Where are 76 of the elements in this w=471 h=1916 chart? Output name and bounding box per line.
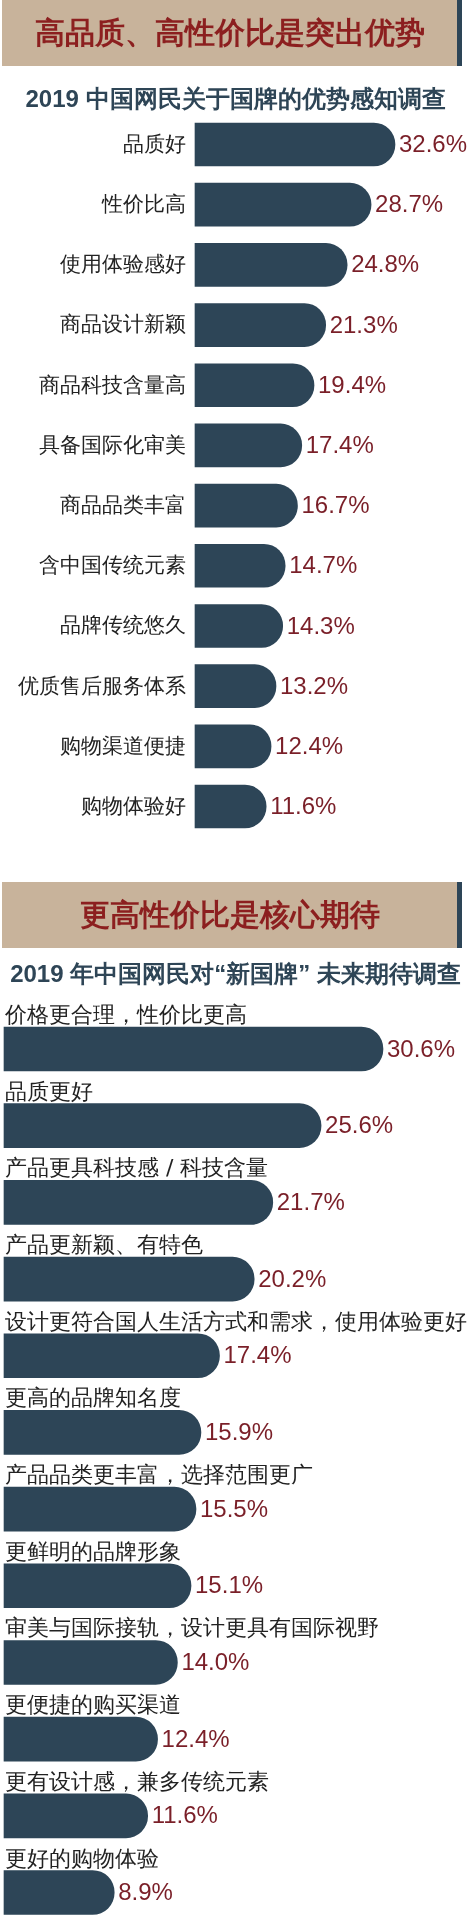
bar	[3, 1103, 322, 1149]
bar	[3, 1410, 202, 1455]
y-tick-label: 使用体验感好	[60, 252, 186, 277]
bar	[3, 1026, 384, 1072]
data-label: 21.3%	[329, 310, 398, 338]
bar	[3, 1256, 255, 1302]
y-tick-label: 审美与国际接轨，设计更具有国际视野	[5, 1615, 379, 1641]
bar	[194, 303, 327, 347]
chart-title: 更高性价比是核心期待	[78, 897, 381, 933]
y-tick-label: 产品品类更丰富，选择范围更广	[5, 1462, 313, 1488]
bar	[194, 363, 315, 408]
chart-subtitle: 2019 中国网民关于国牌的优势感知调查	[24, 84, 447, 114]
data-label: 32.6%	[399, 130, 468, 158]
bar	[3, 1716, 158, 1762]
y-tick-label: 优质售后服务体系	[18, 673, 186, 698]
data-label: 14.7%	[289, 551, 358, 579]
bar	[3, 1640, 178, 1685]
bar	[194, 483, 298, 528]
bar	[3, 1870, 115, 1915]
data-label: 28.7%	[375, 190, 444, 218]
bar	[194, 664, 277, 708]
data-label: 11.6%	[151, 1801, 218, 1829]
bar	[194, 182, 372, 227]
y-tick-label: 价格更合理，性价比更高	[4, 1002, 247, 1027]
y-tick-label: 产品更新颖、有特色	[5, 1232, 203, 1258]
data-label: 21.7%	[276, 1187, 345, 1215]
data-label: 11.6%	[270, 792, 337, 820]
y-tick-label: 产品更具科技感 / 科技含量	[5, 1155, 269, 1181]
bar	[194, 543, 286, 588]
data-label: 14.3%	[286, 611, 355, 639]
data-label: 12.4%	[161, 1724, 230, 1752]
data-label: 13.2%	[279, 671, 349, 699]
bar	[3, 1486, 197, 1532]
data-label: 8.9%	[118, 1878, 173, 1906]
y-tick-label: 更便捷的购买渠道	[5, 1692, 181, 1718]
y-tick-label: 更有设计感，兼多传统元素	[5, 1768, 269, 1794]
data-label: 17.4%	[305, 431, 374, 459]
y-tick-label: 商品品类丰富	[60, 493, 186, 518]
y-tick-label: 具备国际化审美	[39, 432, 186, 457]
data-label: 16.7%	[301, 491, 370, 519]
data-label: 24.8%	[351, 250, 420, 278]
y-tick-label: 商品科技含量高	[39, 372, 186, 397]
bar	[194, 604, 284, 648]
chart-title: 高品质、高性价比是突出优势	[33, 15, 426, 51]
y-tick-label: 品质更好	[5, 1078, 93, 1104]
bar	[194, 784, 267, 829]
data-label: 12.4%	[275, 731, 344, 759]
y-tick-label: 含中国传统元素	[39, 553, 186, 578]
y-tick-label: 更鲜明的品牌形象	[5, 1538, 181, 1564]
data-label: 19.4%	[318, 370, 387, 398]
data-label: 20.2%	[258, 1264, 327, 1292]
bar	[194, 423, 303, 468]
y-tick-label: 购物体验好	[81, 793, 186, 818]
bar	[194, 724, 272, 769]
y-tick-label: 更好的购物体验	[5, 1845, 159, 1871]
data-label: 17.4%	[223, 1341, 292, 1369]
y-tick-label: 更高的品牌知名度	[5, 1385, 181, 1411]
y-tick-label: 购物渠道便捷	[60, 733, 186, 758]
bar	[3, 1180, 274, 1225]
y-tick-label: 商品设计新颖	[60, 312, 186, 337]
bar	[194, 243, 348, 287]
data-label: 14.0%	[181, 1648, 250, 1676]
bar	[3, 1333, 220, 1379]
chart-subtitle: 2019 年中国网民对“新国牌” 未来期待调查	[9, 959, 462, 989]
data-label: 15.5%	[199, 1494, 269, 1522]
data-label: 15.9%	[204, 1418, 273, 1446]
y-tick-label: 品质好	[123, 131, 186, 156]
bar	[3, 1793, 148, 1839]
bar	[3, 1563, 192, 1609]
data-label: 30.6%	[387, 1034, 456, 1062]
data-label: 15.1%	[195, 1571, 264, 1599]
data-label: 25.6%	[325, 1111, 394, 1139]
bar	[194, 122, 396, 167]
y-tick-label: 性价比高	[101, 192, 186, 217]
y-tick-label: 设计更符合国人生活方式和需求，使用体验更好	[5, 1308, 467, 1334]
y-tick-label: 品牌传统悠久	[60, 613, 186, 638]
